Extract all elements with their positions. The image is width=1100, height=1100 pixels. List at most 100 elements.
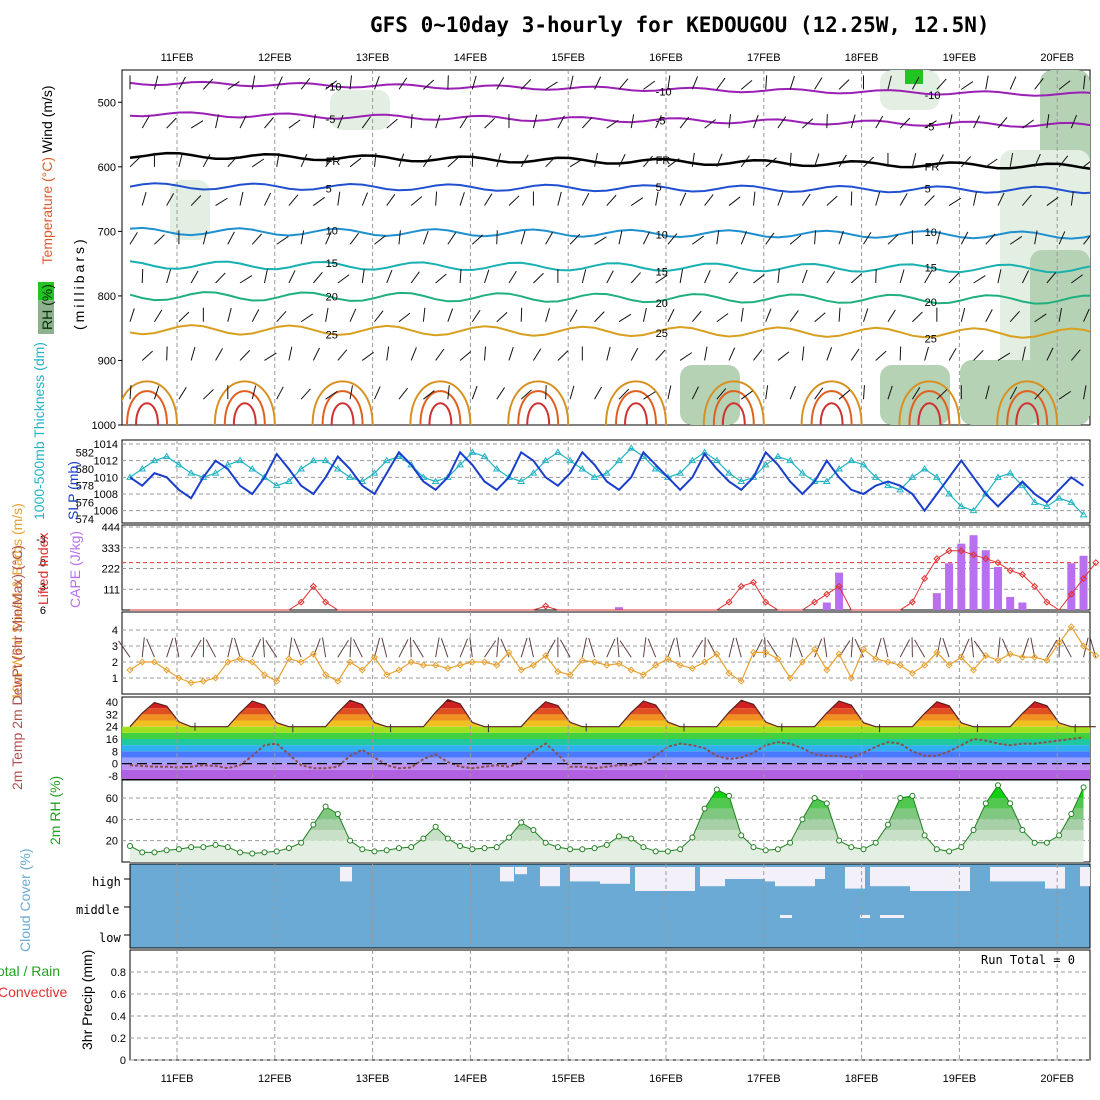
thickness-point	[260, 473, 269, 480]
wind-barb	[960, 308, 966, 322]
date-label-top: 11FEB	[161, 52, 194, 64]
wind-barb	[178, 76, 186, 90]
thickness-point	[847, 456, 856, 464]
cloud-high-gap	[1080, 867, 1090, 887]
rh-point	[677, 846, 684, 853]
wind10-point	[260, 671, 269, 679]
wind10-barb	[795, 638, 803, 658]
cape-ylabel: CAPE (J/kg)	[67, 531, 83, 608]
warm-lobe	[712, 390, 755, 425]
wind-barb	[777, 351, 790, 361]
thickness-point	[676, 469, 685, 476]
wind-barb	[471, 385, 478, 400]
wind-barb	[740, 79, 753, 90]
rh-point	[371, 848, 378, 855]
wind10-grid: 1 2 3 4	[112, 612, 1090, 694]
y-tick-label: 0.4	[111, 1011, 126, 1023]
wind10-barb	[374, 637, 381, 658]
li-point	[1031, 582, 1039, 590]
wind-barb	[1070, 114, 1078, 129]
wind-barb	[410, 347, 417, 361]
wind10-barb	[1061, 639, 1072, 658]
wind10-point	[212, 674, 220, 682]
wind10-point	[554, 668, 562, 676]
wind-barb	[655, 191, 659, 206]
wind-barb	[643, 80, 656, 90]
ylabel-wind: Wind (m/s)	[39, 85, 55, 153]
li-point	[322, 598, 330, 606]
thickness-point	[602, 469, 611, 476]
wind-barb	[1046, 114, 1050, 129]
wind-barb	[1009, 152, 1014, 167]
wind-barb	[716, 77, 726, 90]
wind-barb	[202, 230, 208, 245]
thickness-point	[297, 465, 306, 472]
warm-lobe	[126, 390, 168, 425]
wind-barb	[288, 346, 293, 361]
wind-barb	[496, 76, 505, 90]
wind-barb	[655, 349, 666, 361]
rh-point	[469, 846, 476, 853]
thickness-point	[896, 485, 905, 493]
rh-point	[603, 841, 610, 848]
wind10-barb	[435, 637, 440, 658]
wind-barb	[398, 153, 405, 167]
wind-barb	[826, 195, 838, 206]
rh-point	[1031, 839, 1038, 846]
wind-barb	[557, 115, 565, 129]
wind-barb	[398, 312, 411, 323]
wind10-barb	[293, 638, 302, 658]
date-label-bottom: 11FEB	[161, 1073, 194, 1085]
isotherm-label: 20	[656, 298, 668, 310]
rh-point	[616, 833, 622, 840]
wind-barb	[459, 115, 468, 129]
wind-barb	[936, 230, 941, 245]
wind-barb	[899, 193, 908, 206]
wind-barb	[618, 78, 629, 90]
date-label-bottom: 17FEB	[747, 1073, 781, 1085]
thickness-point	[1055, 494, 1063, 501]
wind10-barb	[581, 637, 587, 658]
wind10-point	[285, 655, 293, 663]
slp-thickness-panel: 1006 1008 1010 1012 1014 574 576 578 580 582 1000…	[31, 342, 1091, 526]
wind-barb	[924, 346, 929, 361]
thickness-point	[175, 460, 183, 468]
cape-bar	[822, 602, 831, 610]
y-tick-label: 800	[98, 291, 116, 303]
thickness-point	[932, 473, 941, 480]
li-point	[823, 590, 831, 598]
y-tick-label: 20	[106, 836, 118, 848]
cape-bar	[835, 572, 844, 610]
wind-barb	[264, 192, 272, 206]
wind-barb	[178, 387, 187, 400]
wind-barb	[1022, 119, 1035, 129]
wind-barb	[581, 269, 587, 284]
wind10-barb	[349, 637, 352, 658]
wind10-point	[908, 669, 916, 677]
wind-barb	[141, 350, 153, 361]
wind10-barb	[484, 640, 497, 658]
wind-barb	[361, 116, 371, 129]
rh-point	[713, 786, 720, 793]
wind-barb	[422, 307, 426, 322]
wind-barb	[263, 269, 268, 284]
wind10-point	[297, 658, 305, 666]
wind-barb	[435, 273, 447, 284]
wind-barb	[141, 191, 147, 206]
rh-point	[933, 846, 940, 853]
wind-barb	[129, 156, 141, 168]
rh-point	[212, 841, 219, 848]
wind10-barb	[728, 637, 735, 658]
rh-point	[811, 795, 818, 801]
wind-barb	[789, 386, 796, 400]
wind-barb	[557, 191, 562, 206]
wind-barb	[496, 387, 505, 400]
y-tick-label: 6	[40, 605, 46, 617]
warm-lobe	[213, 380, 276, 425]
wind-barb	[618, 154, 626, 168]
wind-barb	[532, 114, 538, 129]
wind10-point	[872, 655, 880, 663]
wind10-barb	[469, 637, 473, 658]
wind10-barb	[496, 637, 499, 658]
wind-barb	[863, 156, 874, 168]
